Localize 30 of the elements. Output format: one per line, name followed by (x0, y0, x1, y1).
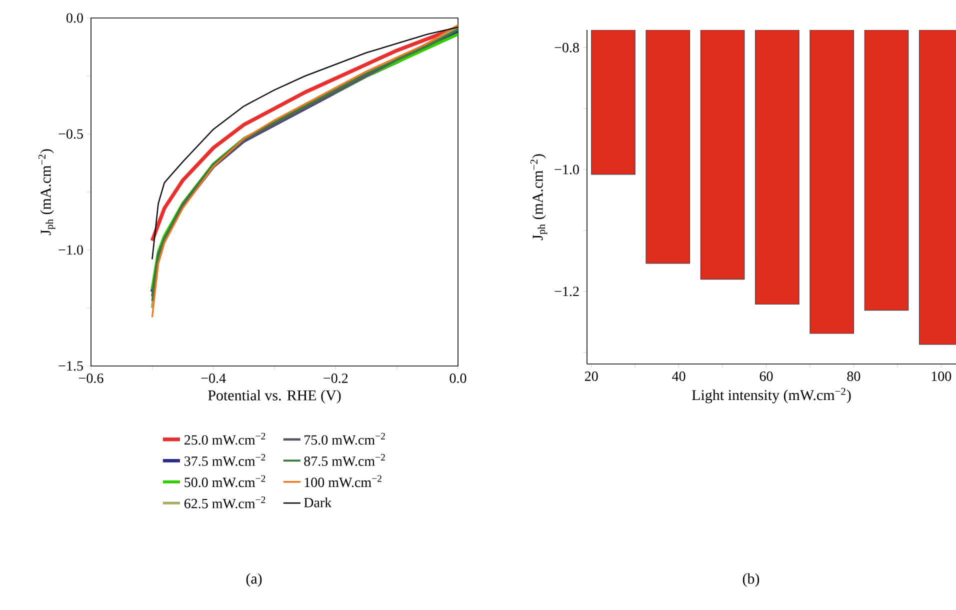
x-tick-label: 0.0 (450, 374, 466, 384)
y-tick-label: −1.2 (554, 286, 579, 296)
y-tick-label: −0.8 (554, 42, 579, 52)
y-tick-label: −1.5 (58, 361, 83, 371)
legend-label: Dark (304, 497, 332, 508)
y-axis-title: J$_{ph}$ (mA.cm$^{−2}$) (530, 154, 548, 240)
x-axis-title: Light intensity (mW.cm$^{−2}$) (692, 388, 851, 404)
y-tick-label: 0.0 (66, 13, 83, 23)
y-axis-title: J$_{ph}$ (mA.cm$^{−2}$) (38, 149, 56, 236)
text: (b) (742, 573, 760, 587)
x-tick-label: 20 (584, 372, 598, 381)
x-tick-label: −0.4 (201, 374, 226, 384)
x-tick-label: 100 (932, 372, 952, 381)
legend-label: 62.5 mW.cm$^{−2}$ (184, 496, 266, 508)
legend-label: 25.0 mW.cm$^{−2}$ (184, 432, 266, 445)
x-tick-label: −0.6 (79, 374, 104, 384)
y-tick-label: −1.0 (554, 164, 579, 174)
x-tick-label: 80 (847, 372, 860, 381)
legend-label: 50.0 mW.cm$^{−2}$ (184, 475, 266, 488)
legend-label: 75.0 mW.cm$^{−2}$ (304, 432, 385, 445)
y-tick-label: −1.0 (58, 245, 83, 255)
x-tick-label: 40 (672, 372, 686, 381)
legend-label: 37.5 mW.cm$^{−2}$ (184, 454, 266, 466)
x-tick-label: 60 (760, 372, 773, 381)
x-axis-title: Potential vs. RHE (V) (208, 390, 341, 404)
x-tick-label: −0.2 (324, 374, 348, 384)
legend-label: 87.5 mW.cm$^{−2}$ (304, 454, 385, 466)
legend-label: 100 mW.cm$^{−2}$ (304, 475, 382, 488)
text: (a) (246, 573, 262, 587)
y-tick-label: −0.5 (58, 129, 83, 139)
